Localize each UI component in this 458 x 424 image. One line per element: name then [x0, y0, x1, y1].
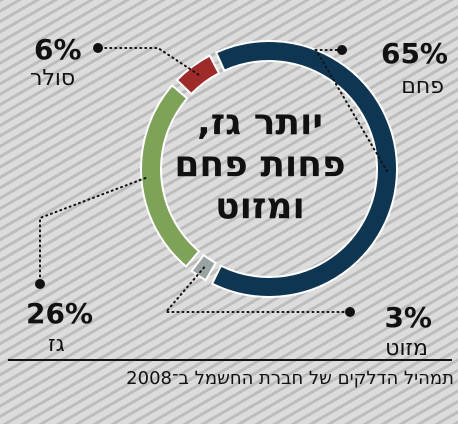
chart-title-line: ומזוט	[215, 186, 305, 227]
leader-dot-fuel-oil	[345, 307, 355, 317]
leader-line-fuel-oil	[163, 266, 349, 313]
chart-title-line: פחות פחם	[174, 144, 346, 185]
chart-title-line: יותר גז,	[197, 102, 323, 143]
chart-source: תמהיל הדלקים של חברת החשמל ב־2008	[126, 368, 454, 389]
leader-line-diesel	[99, 47, 200, 76]
chart-title: יותר גז, פחות פחם ומזוט	[170, 102, 350, 228]
leader-line-coal	[314, 49, 388, 173]
leader-dot-gas	[35, 279, 45, 289]
leader-dot-diesel	[93, 43, 103, 53]
slice-value-gas: 26%	[26, 297, 94, 330]
leader-line-gas	[39, 177, 147, 283]
slice-value-coal: 65%	[380, 37, 448, 70]
slice-value-fuel-oil: 3%	[384, 301, 432, 334]
divider-line	[8, 359, 452, 361]
slice-label-diesel: סולר	[30, 66, 76, 91]
slice-label-fuel-oil: מזוט	[385, 336, 428, 361]
slice-label-coal: פחם	[401, 74, 444, 99]
slice-gas	[140, 83, 201, 268]
leader-dot-coal	[337, 45, 347, 55]
slice-value-diesel: 6%	[34, 33, 82, 66]
slice-label-gas: גז	[48, 332, 65, 357]
slice-coal	[210, 40, 398, 298]
